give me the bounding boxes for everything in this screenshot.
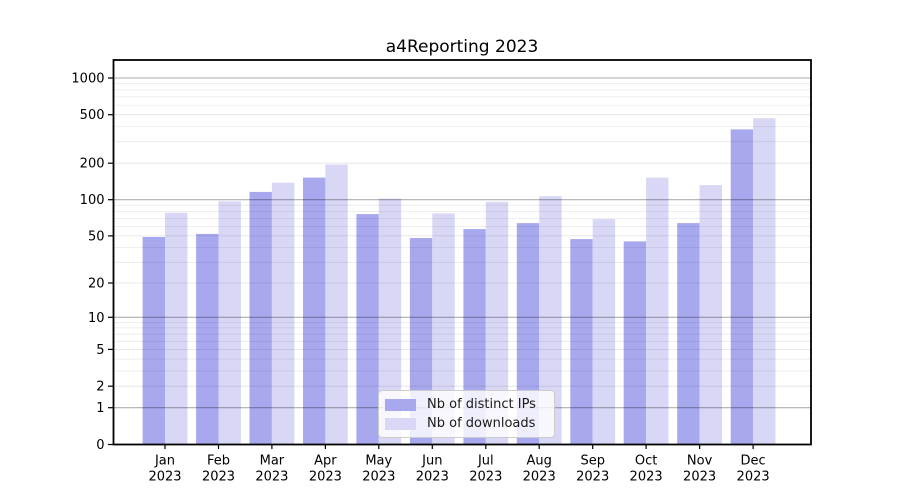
legend-swatch-distinct-ips [385,398,416,411]
x-tick-label-year-may: 2023 [362,470,395,485]
x-tick-label-year-aug: 2023 [523,470,556,485]
legend: Nb of distinct IPs Nb of downloads [378,390,555,438]
x-tick-label-year-apr: 2023 [309,470,342,485]
bar-downloads-jul [485,201,509,445]
y-tick-label-200: 200 [80,157,105,172]
legend-label-distinct-ips: Nb of distinct IPs [427,397,536,412]
bar-downloads-nov [699,185,722,445]
bar-downloads-feb [218,201,241,445]
plot-border [112,59,812,446]
legend-item-distinct-ips: Nb of distinct IPs [385,397,546,412]
y-tick-label-10: 10 [88,311,105,326]
x-tick-label-nov: Nov [687,454,713,469]
x-tick-label-dec: Dec [741,454,766,469]
bar-downloads-jan [165,212,188,445]
bar-downloads-sep [592,219,616,445]
x-tick-label-year-nov: 2023 [683,470,716,485]
y-tick-label-100: 100 [80,193,105,208]
y-tick-label-500: 500 [80,108,105,123]
y-tick-label-1000: 1000 [71,72,104,87]
y-tick-label-0: 0 [96,438,104,453]
legend-label-downloads: Nb of downloads [427,416,536,431]
x-tick-label-may: May [365,454,392,469]
x-tick-label-year-sep: 2023 [576,470,609,485]
bar-distinct-ips-feb [196,233,219,445]
x-tick-label-year-feb: 2023 [202,470,235,485]
bar-distinct-ips-jan [142,237,165,445]
bar-distinct-ips-sep [570,239,593,445]
y-tick-label-5: 5 [96,343,104,358]
bar-distinct-ips-dec [730,129,754,445]
x-tick-label-feb: Feb [207,454,230,469]
bar-downloads-apr [325,164,348,445]
bar-downloads-oct [646,177,669,445]
x-tick-label-jul: Jul [477,454,494,469]
x-tick-label-year-jun: 2023 [416,470,449,485]
y-tick-label-2: 2 [96,380,104,395]
x-tick-label-apr: Apr [314,454,337,469]
x-tick-label-year-oct: 2023 [630,470,663,485]
x-tick-label-year-jan: 2023 [148,470,181,485]
x-tick-label-year-mar: 2023 [255,470,288,485]
bar-distinct-ips-nov [677,223,700,445]
x-tick-label-mar: Mar [260,454,285,469]
chart-title: a4Reporting 2023 [385,37,539,57]
bar-downloads-may [378,198,402,445]
bar-downloads-aug [539,196,562,445]
bar-distinct-ips-oct [623,241,647,445]
x-tick-label-aug: Aug [527,454,552,469]
bar-distinct-ips-may [356,214,379,445]
y-tick-label-20: 20 [88,277,105,292]
bar-downloads-mar [271,182,295,445]
x-tick-label-jan: Jan [154,454,175,469]
bar-downloads-jun [432,213,455,445]
x-tick-label-oct: Oct [635,454,657,469]
legend-swatch-downloads [385,417,416,430]
legend-item-downloads: Nb of downloads [385,416,546,431]
bar-distinct-ips-apr [303,177,326,445]
y-tick-label-50: 50 [88,229,105,244]
x-tick-label-sep: Sep [580,454,605,469]
bar-distinct-ips-mar [249,191,272,445]
y-tick-label-1: 1 [96,401,104,416]
x-tick-label-year-jul: 2023 [469,470,502,485]
bar-distinct-ips-aug [516,223,540,445]
x-tick-label-year-dec: 2023 [737,470,770,485]
bar-downloads-dec [753,118,776,445]
x-tick-label-jun: Jun [421,454,442,469]
